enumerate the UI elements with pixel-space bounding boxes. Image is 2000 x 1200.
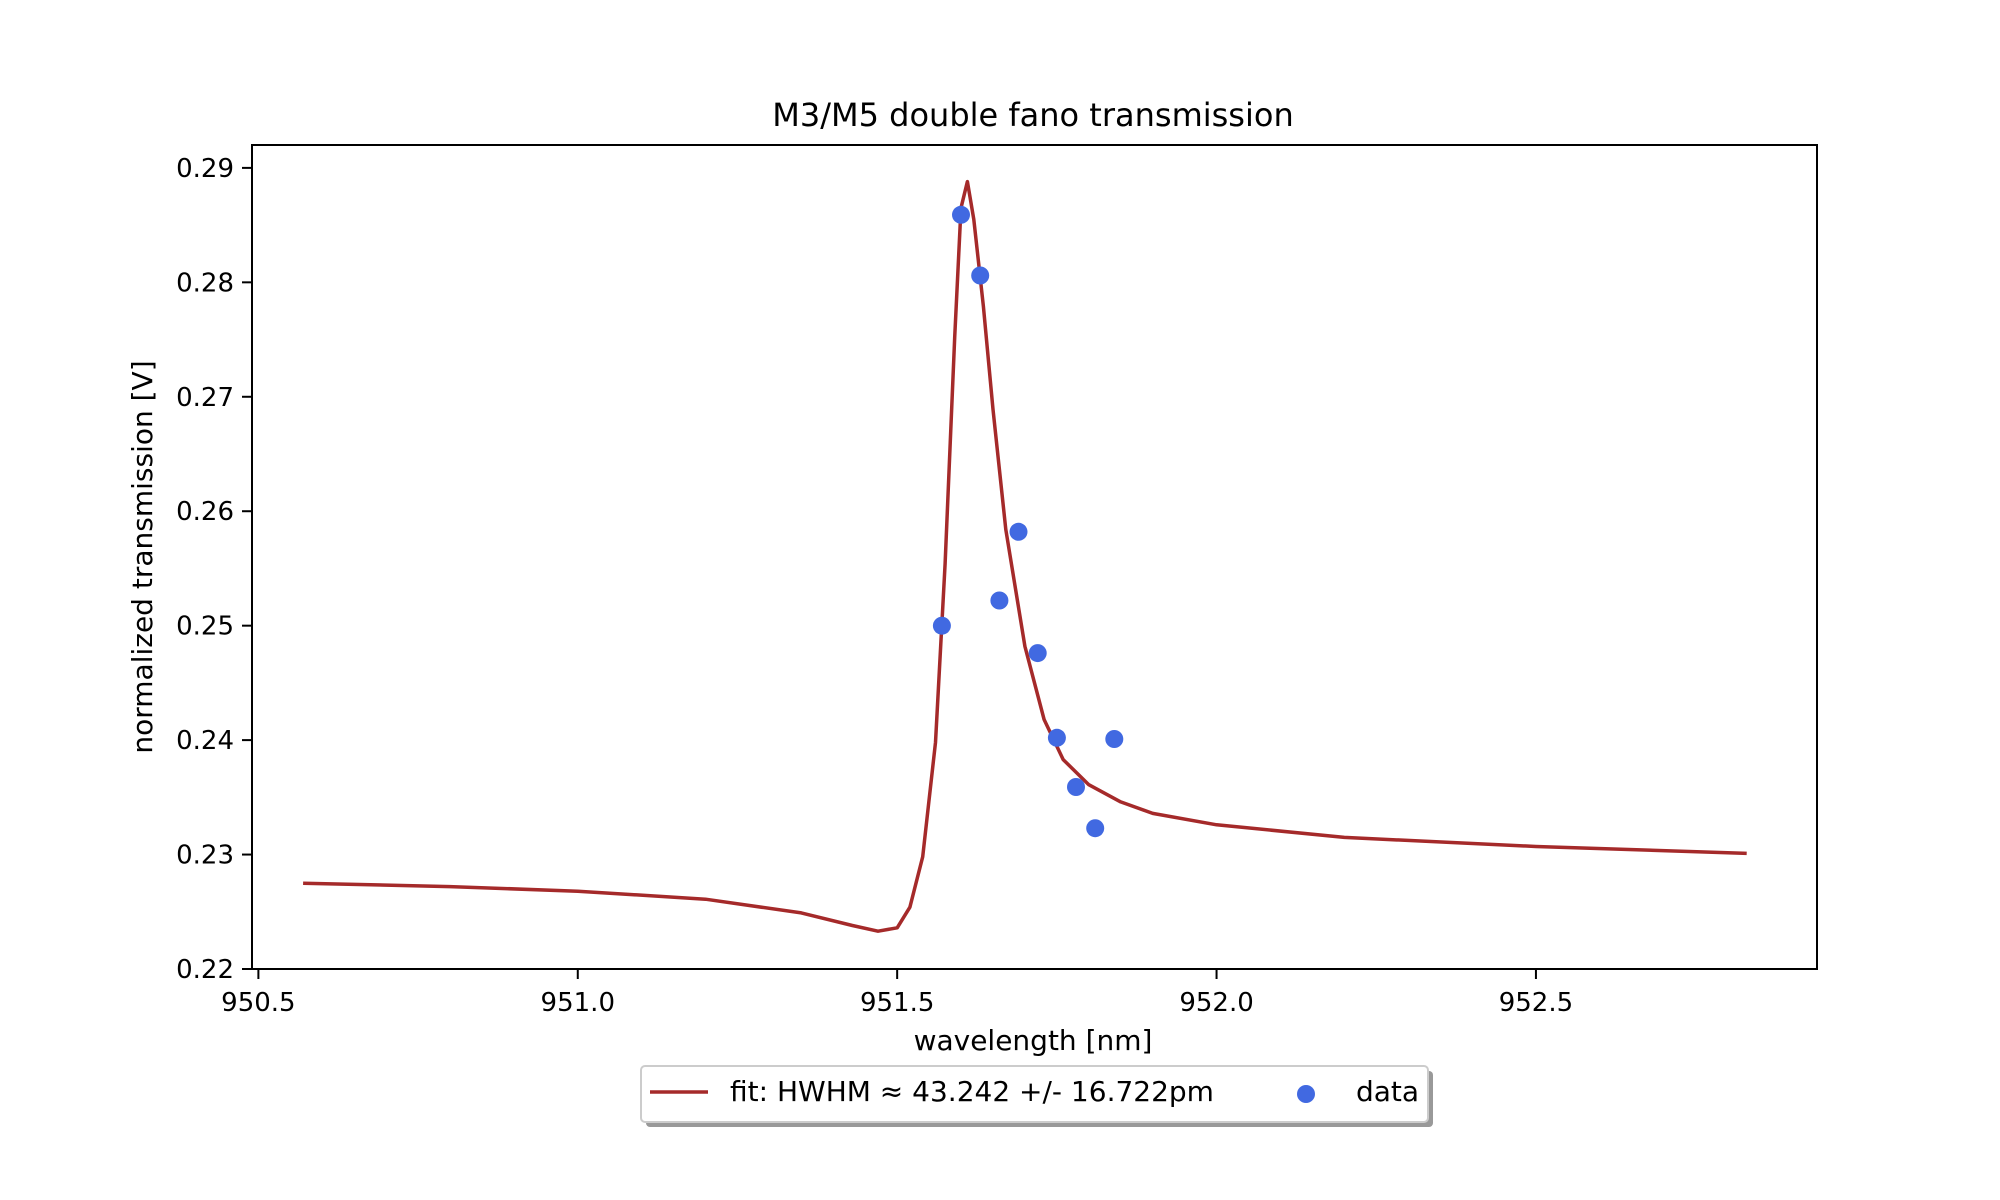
y-tick-label: 0.28 bbox=[176, 268, 234, 298]
y-tick-label: 0.23 bbox=[176, 841, 234, 871]
data-point bbox=[990, 591, 1009, 610]
data-point bbox=[1028, 644, 1047, 663]
plot-frame bbox=[251, 144, 1818, 970]
data-point bbox=[1086, 819, 1105, 838]
data-point bbox=[1047, 728, 1066, 747]
x-tick-label: 952.5 bbox=[1499, 988, 1573, 1018]
data-point bbox=[932, 616, 951, 635]
x-tick-label: 951.0 bbox=[541, 988, 615, 1018]
fit-line bbox=[303, 179, 1747, 933]
x-tick-label: 950.5 bbox=[221, 988, 295, 1018]
data-point bbox=[1009, 522, 1028, 541]
y-tick-label: 0.25 bbox=[176, 612, 234, 642]
chart-title: M3/M5 double fano transmission bbox=[772, 96, 1293, 134]
data-point bbox=[952, 205, 970, 224]
x-tick-label: 952.0 bbox=[1179, 988, 1253, 1018]
legend-box bbox=[640, 1065, 1429, 1123]
data-point bbox=[971, 266, 990, 285]
y-tick-label: 0.22 bbox=[176, 955, 234, 985]
y-tick-label: 0.26 bbox=[176, 497, 234, 527]
data-point bbox=[1105, 730, 1124, 748]
legend-data-swatch bbox=[1297, 1085, 1315, 1103]
x-tick-label: 951.5 bbox=[860, 988, 934, 1018]
x-axis-label: wavelength [nm] bbox=[914, 1024, 1153, 1057]
legend-data-label: data bbox=[1356, 1075, 1419, 1108]
legend-fit-label: fit: HWHM ≈ 43.242 +/- 16.722pm bbox=[730, 1075, 1214, 1108]
y-tick-label: 0.24 bbox=[176, 726, 234, 756]
data-point bbox=[1067, 778, 1085, 796]
y-tick-label: 0.27 bbox=[176, 383, 234, 413]
y-tick-label: 0.29 bbox=[176, 154, 234, 184]
plot-area bbox=[303, 179, 1747, 933]
x-axis: 950.5 951.0 951.5 952.0 952.5 bbox=[221, 969, 1573, 1018]
legend: fit: HWHM ≈ 43.242 +/- 16.722pm data bbox=[640, 1065, 1433, 1127]
y-axis-label: normalized transmission [V] bbox=[126, 360, 159, 753]
y-axis: 0.22 0.23 0.24 0.25 0.26 0.27 0.28 0.29 bbox=[176, 154, 252, 985]
